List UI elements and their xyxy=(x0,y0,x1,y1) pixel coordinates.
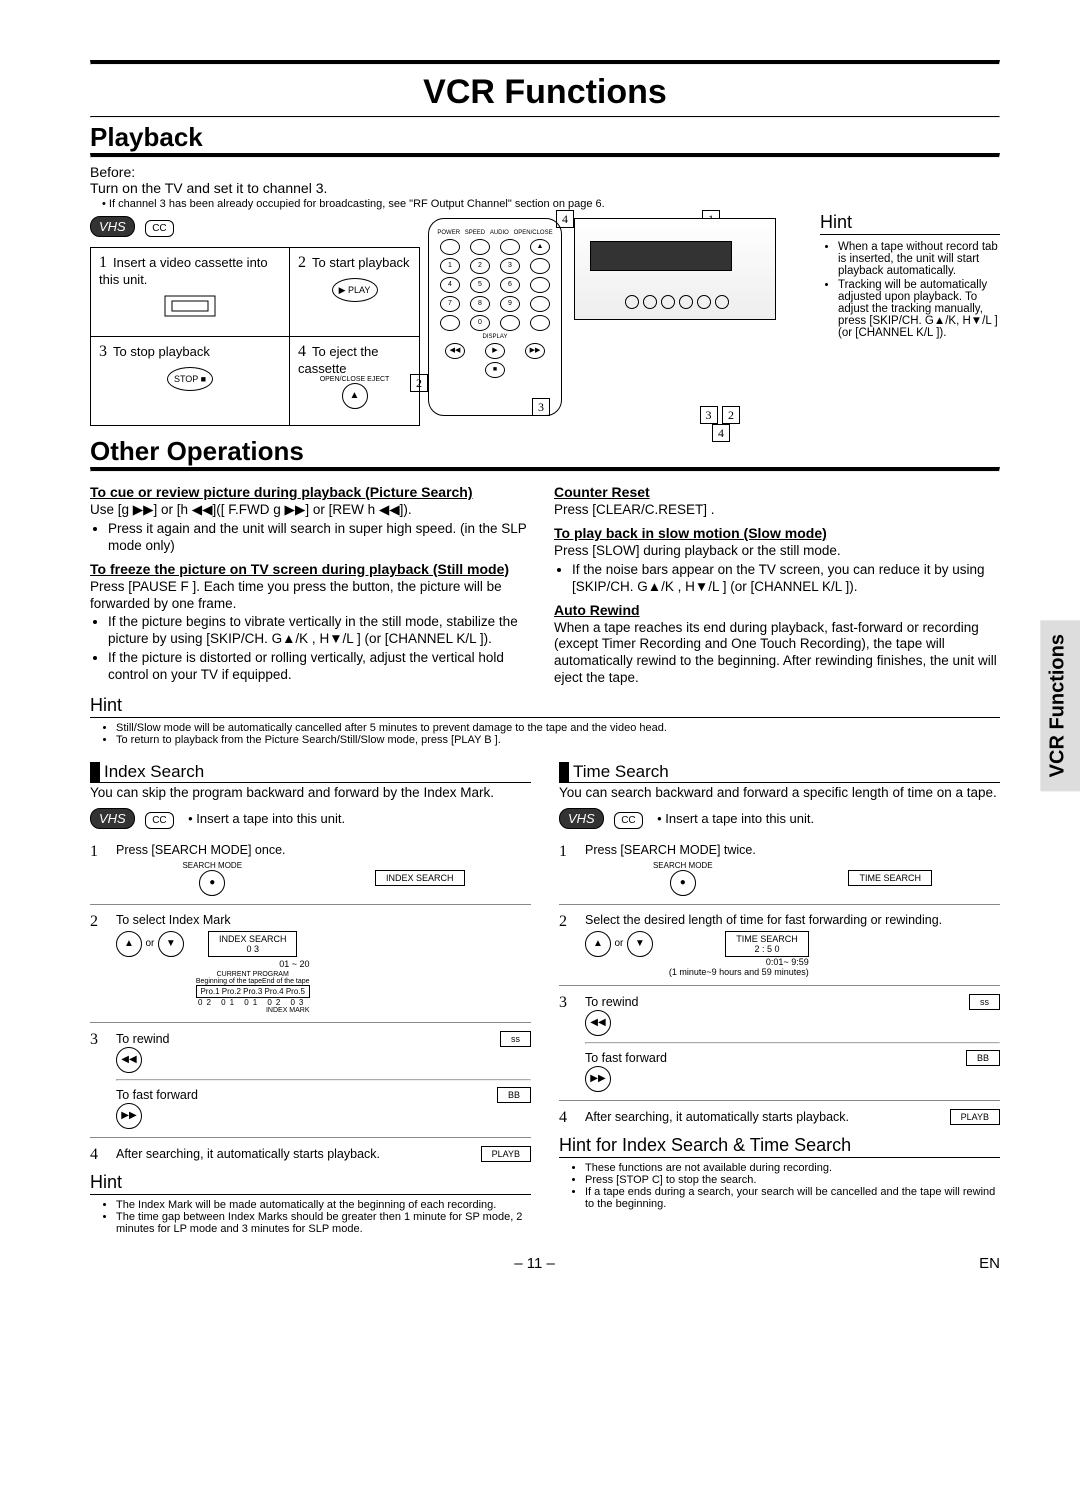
vcr-diagram xyxy=(574,218,776,320)
hint-heading: Hint xyxy=(90,695,1000,718)
step-text: Press [SEARCH MODE] twice. xyxy=(585,843,756,857)
playback-heading: Playback xyxy=(90,122,1000,153)
vhs-badge: VHS xyxy=(559,808,604,829)
hint-item: These functions are not available during… xyxy=(585,1162,1000,1174)
body: Press [CLEAR/C.RESET] . xyxy=(554,502,1000,519)
search-mode-icon: ● xyxy=(199,870,225,896)
hint-item: To return to playback from the Picture S… xyxy=(116,734,1000,746)
down-icon: ▼ xyxy=(627,931,653,957)
screen-icon: ss xyxy=(969,994,1000,1010)
stop-button: STOP ■ xyxy=(167,367,213,391)
hint-heading: Hint for Index Search & Time Search xyxy=(559,1135,1000,1158)
before-label: Before: xyxy=(90,164,135,180)
cc-badge: CC xyxy=(614,812,642,829)
intro: You can search backward and forward a sp… xyxy=(559,785,1000,802)
search-mode-icon: ● xyxy=(670,870,696,896)
rule xyxy=(90,467,1000,472)
insert-text: • Insert a tape into this unit. xyxy=(657,811,814,826)
page-number: – 11 – xyxy=(514,1255,555,1272)
rule xyxy=(90,153,1000,158)
body: Use [g ▶▶] or [h ◀◀]([ F.FWD g ▶▶] or [R… xyxy=(90,502,536,519)
screen-icon: TIME SEARCH xyxy=(848,870,932,886)
vhs-badge: VHS xyxy=(90,808,135,829)
screen-icon: BB xyxy=(497,1087,531,1103)
playback-steps-table: 1Insert a video cassette into this unit.… xyxy=(90,247,420,426)
before-note: • If channel 3 has been already occupied… xyxy=(102,198,1000,210)
callout: 2 xyxy=(410,374,428,392)
body: If the picture is distorted or rolling v… xyxy=(108,650,536,684)
step-text: Select the desired length of time for fa… xyxy=(585,913,942,927)
hint-item: Still/Slow mode will be automatically ca… xyxy=(116,722,1000,734)
step-text: After searching, it automatically starts… xyxy=(116,1147,380,1161)
rewind-icon: ◀◀ xyxy=(585,1010,611,1036)
vhs-badge: VHS xyxy=(90,216,135,237)
up-icon: ▲ xyxy=(116,931,142,957)
intro: You can skip the program backward and fo… xyxy=(90,785,531,802)
hint-heading: Hint xyxy=(90,1172,531,1195)
callout: 3 xyxy=(532,398,550,416)
subhead: To cue or review picture during playback… xyxy=(90,484,536,500)
subhead: To play back in slow motion (Slow mode) xyxy=(554,525,1000,541)
callout: 4 xyxy=(712,424,730,442)
hint-list: When a tape without record tab is insert… xyxy=(820,241,1000,341)
hint-item: The Index Mark will be made automaticall… xyxy=(116,1199,531,1211)
body: When a tape reaches its end during playb… xyxy=(554,620,1000,688)
step-text: To rewind xyxy=(585,995,639,1009)
up-icon: ▲ xyxy=(585,931,611,957)
step-text: To select Index Mark xyxy=(116,913,231,927)
hint-item: If a tape ends during a search, your sea… xyxy=(585,1186,1000,1210)
ffwd-icon: ▶▶ xyxy=(116,1103,142,1129)
body: If the picture begins to vibrate vertica… xyxy=(108,614,536,648)
top-rule xyxy=(90,60,1000,65)
cc-badge: CC xyxy=(145,220,173,237)
hint-item: The time gap between Index Marks should … xyxy=(116,1211,531,1235)
subhead: To freeze the picture on TV screen durin… xyxy=(90,561,536,577)
subhead: Counter Reset xyxy=(554,484,1000,500)
screen-icon: INDEX SEARCH xyxy=(375,870,465,886)
index-search-head: Index Search xyxy=(90,762,531,783)
ffwd-icon: ▶▶ xyxy=(585,1066,611,1092)
eject-button: ▲ xyxy=(342,383,368,409)
down-icon: ▼ xyxy=(158,931,184,957)
callout: 2 xyxy=(722,406,740,424)
step-text: Press [SEARCH MODE] once. xyxy=(116,843,286,857)
remote-diagram: POWERSPEEDAUDIOOPEN/CLOSE ▲ 123 456 789 … xyxy=(428,218,562,416)
step-text: To rewind xyxy=(116,1032,170,1046)
subhead: Auto Rewind xyxy=(554,602,1000,618)
screen-icon: ss xyxy=(500,1031,531,1047)
hint-item: Press [STOP C] to stop the search. xyxy=(585,1174,1000,1186)
step-text: To fast forward xyxy=(585,1051,667,1065)
insert-text: • Insert a tape into this unit. xyxy=(188,811,345,826)
lang-code: EN xyxy=(979,1255,1000,1272)
screen-icon: PLAYB xyxy=(481,1146,531,1162)
body: Press [SLOW] during playback or the stil… xyxy=(554,543,1000,560)
step-text: After searching, it automatically starts… xyxy=(585,1110,849,1124)
other-heading: Other Operations xyxy=(90,436,1000,467)
before-text: Turn on the TV and set it to channel 3. xyxy=(90,180,327,196)
screen-icon: BB xyxy=(966,1050,1000,1066)
body: If the noise bars appear on the TV scree… xyxy=(572,562,1000,596)
side-tab: VCR Functions xyxy=(1040,620,1080,791)
rewind-icon: ◀◀ xyxy=(116,1047,142,1073)
cc-badge: CC xyxy=(145,812,173,829)
rule xyxy=(90,116,1000,118)
step-text: To fast forward xyxy=(116,1088,198,1102)
time-search-head: Time Search xyxy=(559,762,1000,783)
page-title: VCR Functions xyxy=(90,73,1000,112)
hint-heading: Hint xyxy=(820,212,1000,235)
callout: 3 xyxy=(700,406,718,424)
body: Press it again and the unit will search … xyxy=(108,521,536,555)
play-button: ▶ PLAY xyxy=(332,278,378,302)
screen-icon: PLAYB xyxy=(950,1109,1000,1125)
body: Press [PAUSE F ]. Each time you press th… xyxy=(90,579,536,613)
